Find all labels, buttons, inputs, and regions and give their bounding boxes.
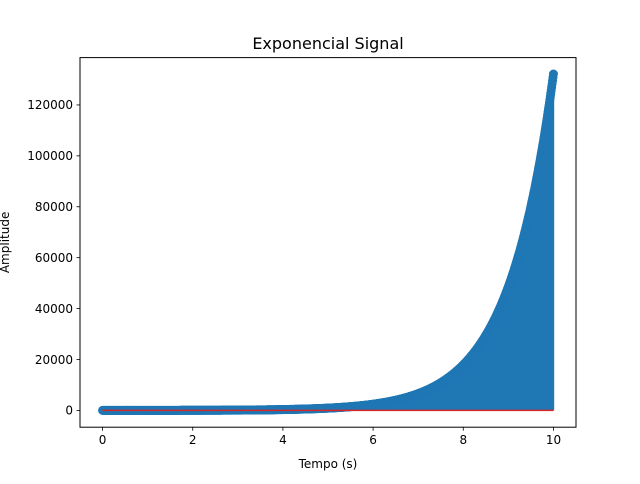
- y-tick-label: 80000: [35, 200, 73, 214]
- y-tick-label: 20000: [35, 353, 73, 367]
- y-axis-ticks: 0 20000 40000 60000 80000 100000 120000: [27, 98, 80, 418]
- y-tick-label: 40000: [35, 302, 73, 316]
- x-tick-label: 6: [369, 433, 377, 447]
- x-axis-label: Tempo (s): [298, 457, 358, 471]
- x-tick-label: 8: [459, 433, 467, 447]
- x-tick-label: 10: [546, 433, 561, 447]
- x-tick-label: 2: [189, 433, 197, 447]
- y-tick-label: 0: [65, 404, 73, 418]
- y-tick-label: 60000: [35, 251, 73, 265]
- chart-title: Exponencial Signal: [252, 34, 403, 53]
- x-axis-ticks: 0 2 4 6 8 10: [99, 427, 561, 447]
- y-axis-label: Amplitude: [0, 212, 12, 274]
- data-layer: [98, 69, 558, 415]
- y-tick-label: 120000: [27, 98, 73, 112]
- y-tick-label: 100000: [27, 149, 73, 163]
- x-tick-label: 4: [279, 433, 287, 447]
- stem-marker: [548, 69, 558, 79]
- axes-frame: [79, 57, 577, 428]
- x-tick-label: 0: [99, 433, 107, 447]
